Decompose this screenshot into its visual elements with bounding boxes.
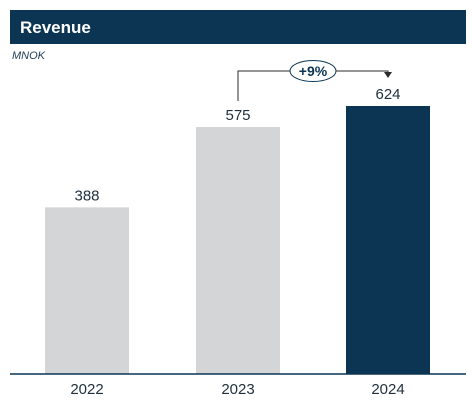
value-label-2023: 575 <box>225 107 250 124</box>
value-label-2022: 388 <box>74 187 99 204</box>
bar-2022 <box>45 207 129 374</box>
unit-label: MNOK <box>12 50 45 62</box>
value-label-2024: 624 <box>375 86 400 103</box>
category-label-2023: 2023 <box>221 381 254 398</box>
growth-label: +9% <box>299 63 328 79</box>
bar-2024 <box>346 105 430 374</box>
growth-arrowhead <box>384 71 392 78</box>
growth-badge <box>289 60 337 82</box>
category-label-2022: 2022 <box>70 381 103 398</box>
chart-title: Revenue <box>20 18 91 37</box>
title-bar: Revenue <box>10 10 466 44</box>
category-label-2024: 2024 <box>371 381 404 398</box>
bar-2023 <box>196 127 280 374</box>
